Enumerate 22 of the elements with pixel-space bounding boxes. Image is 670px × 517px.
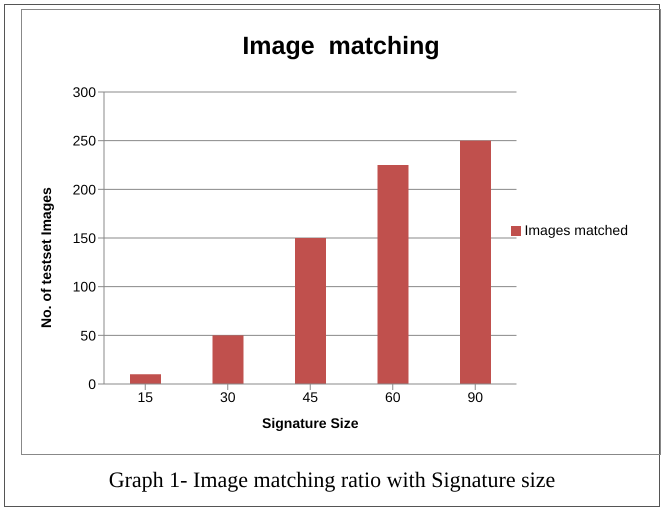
y-tick-label: 0 — [88, 376, 96, 392]
bar — [460, 140, 491, 384]
y-tick-label: 200 — [72, 181, 96, 198]
bar — [212, 335, 244, 384]
x-tick-label: 45 — [302, 388, 318, 405]
y-tick-label: 150 — [72, 230, 96, 246]
y-axis-title: No. of testset Images — [38, 186, 54, 328]
x-tick-label: 90 — [467, 388, 484, 405]
y-tick-label: 50 — [80, 327, 96, 344]
chart-title: Image matching — [241, 32, 441, 61]
x-tick-label: 15 — [137, 388, 154, 405]
y-tick-label: 100 — [72, 278, 96, 295]
caption: Graph 1- Image matching ratio with Signature size — [108, 467, 556, 493]
x-tick-label: 30 — [220, 388, 236, 405]
x-tick-label: 60 — [384, 388, 401, 405]
legend-label: Images matched — [524, 222, 628, 238]
bar — [130, 374, 161, 384]
y-tick-label: 300 — [72, 84, 96, 100]
y-tick-label: 250 — [72, 132, 96, 149]
bar — [378, 165, 408, 384]
x-axis-title: Signature Size — [262, 415, 359, 431]
bar — [295, 238, 326, 384]
